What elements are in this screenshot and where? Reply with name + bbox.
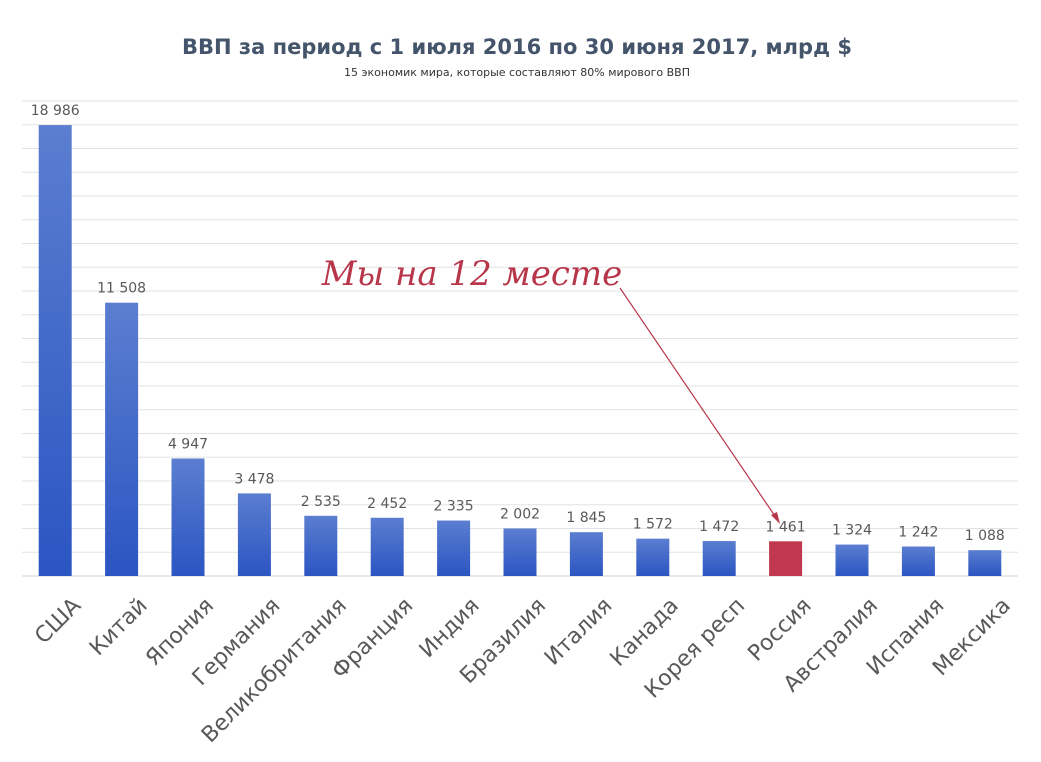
data-label: 2 535 [301, 494, 341, 510]
bar [105, 302, 139, 576]
annotation-text: Мы на 12 месте [321, 254, 623, 294]
data-label: 18 986 [31, 103, 80, 119]
gridlines [22, 100, 1018, 577]
data-label: 2 452 [367, 496, 407, 512]
bar [503, 528, 537, 576]
bar [968, 550, 1002, 576]
data-label: 1 088 [965, 528, 1005, 544]
data-label: 4 947 [168, 437, 208, 453]
bar [370, 517, 404, 576]
bar [437, 520, 471, 576]
annotation-arrow-line [619, 287, 778, 520]
data-label: 2 002 [500, 506, 540, 522]
data-label: 2 335 [434, 499, 474, 515]
chart-subtitle: 15 экономик мира, которые составляют 80%… [344, 66, 690, 79]
data-label: 1 572 [633, 517, 673, 533]
chart-title: ВВП за период с 1 июля 2016 по 30 июня 2… [182, 35, 852, 59]
data-label: 11 508 [97, 281, 146, 297]
data-label: 1 324 [832, 523, 872, 539]
value-labels: 18 986 11 508 4 947 3 478 2 535 2 452 2 335 2 0… [31, 103, 1005, 544]
data-label: 1 461 [766, 519, 806, 535]
bar [636, 538, 670, 576]
annotation-arrow-head [771, 512, 780, 524]
bar [171, 458, 205, 576]
bar [901, 546, 935, 576]
data-label: 1 242 [898, 525, 938, 541]
category-tick-labels: СШАКитайЯпонияГерманияВеликобританияФран… [30, 593, 1015, 748]
data-label: 1 472 [699, 519, 739, 535]
bars [38, 125, 1002, 577]
data-label: 3 478 [234, 471, 274, 487]
bar [237, 493, 271, 576]
category-tick-label: США [30, 593, 86, 649]
bar [38, 125, 72, 577]
data-label: 1 845 [566, 510, 606, 526]
bar [702, 541, 736, 576]
bar [569, 532, 603, 576]
bar [304, 515, 338, 576]
category-tick-label: Италия [540, 593, 617, 670]
category-tick-label: Китай [85, 593, 153, 661]
bar-highlighted [769, 541, 803, 576]
bar [835, 544, 869, 576]
